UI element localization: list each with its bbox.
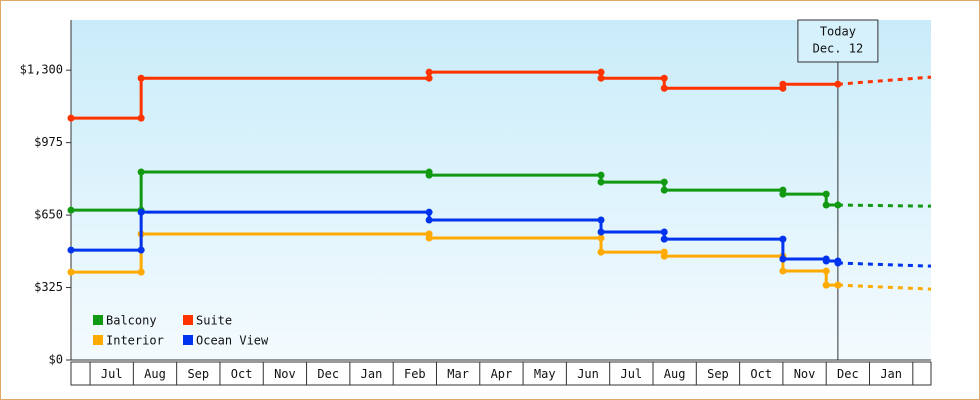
x-tick-label: Jun	[577, 367, 599, 381]
marker	[834, 281, 842, 289]
y-tick-label: $650	[34, 208, 63, 222]
marker	[660, 186, 668, 194]
marker	[822, 267, 830, 275]
marker	[597, 228, 605, 236]
marker	[822, 257, 830, 265]
x-tick-label: Sep	[707, 367, 729, 381]
marker	[137, 208, 145, 216]
marker	[137, 114, 145, 122]
marker	[137, 246, 145, 254]
marker	[67, 246, 75, 254]
marker	[137, 168, 145, 176]
step-line	[71, 232, 838, 287]
marker	[834, 80, 842, 88]
marker	[779, 190, 787, 198]
marker	[597, 234, 605, 242]
x-tick-label: Dec	[317, 367, 339, 381]
x-tick-label: Mar	[447, 367, 469, 381]
x-tick-label: Feb	[404, 367, 426, 381]
marker	[67, 206, 75, 214]
x-tick-label: Jan	[880, 367, 902, 381]
today-label: Dec. 12	[813, 42, 864, 56]
marker	[834, 201, 842, 209]
marker	[597, 178, 605, 186]
marker	[660, 84, 668, 92]
x-tick-label: Aug	[144, 367, 166, 381]
marker	[660, 235, 668, 243]
plot-area	[71, 20, 931, 360]
x-tick-label: Jul	[620, 367, 642, 381]
marker	[822, 190, 830, 198]
marker	[425, 234, 433, 242]
x-tick-label: Sep	[187, 367, 209, 381]
marker	[779, 255, 787, 263]
marker	[425, 68, 433, 76]
x-tick-label: Nov	[794, 367, 816, 381]
marker	[67, 114, 75, 122]
marker	[425, 208, 433, 216]
marker	[779, 80, 787, 88]
y-tick-label: $975	[34, 135, 63, 149]
marker	[425, 216, 433, 224]
marker	[834, 259, 842, 267]
marker	[425, 74, 433, 82]
legend-swatch	[93, 315, 103, 325]
legend-swatch	[183, 315, 193, 325]
y-tick-label: $1,300	[20, 63, 63, 77]
x-tick-label: Apr	[491, 367, 513, 381]
x-tick-label: Oct	[231, 367, 253, 381]
marker	[660, 228, 668, 236]
marker	[597, 74, 605, 82]
today-box	[797, 19, 879, 63]
x-tick-label: Nov	[274, 367, 296, 381]
x-axis-box	[70, 361, 932, 386]
x-tick-label: May	[534, 367, 556, 381]
marker	[597, 248, 605, 256]
legend-swatch	[93, 335, 103, 345]
y-tick-label: $325	[34, 280, 63, 294]
marker	[597, 171, 605, 179]
legend-label: Balcony	[106, 314, 157, 328]
marker	[597, 216, 605, 224]
marker	[597, 68, 605, 76]
step-line	[71, 170, 838, 212]
marker	[660, 178, 668, 186]
legend-label: Ocean View	[196, 334, 269, 348]
marker	[660, 74, 668, 82]
marker	[67, 268, 75, 276]
marker	[779, 235, 787, 243]
legend-label: Suite	[196, 314, 232, 328]
marker	[137, 268, 145, 276]
x-tick-label: Dec	[837, 367, 859, 381]
x-tick-label: Jul	[101, 367, 123, 381]
marker	[660, 252, 668, 260]
today-label: Today	[820, 25, 856, 39]
x-tick-label: Oct	[750, 367, 772, 381]
marker	[425, 171, 433, 179]
marker	[137, 74, 145, 82]
x-tick-label: Aug	[664, 367, 686, 381]
marker	[822, 201, 830, 209]
marker	[779, 267, 787, 275]
legend-label: Interior	[106, 334, 164, 348]
marker	[822, 281, 830, 289]
y-tick-label: $0	[49, 353, 63, 367]
x-tick-label: Jan	[361, 367, 383, 381]
legend-swatch	[183, 335, 193, 345]
